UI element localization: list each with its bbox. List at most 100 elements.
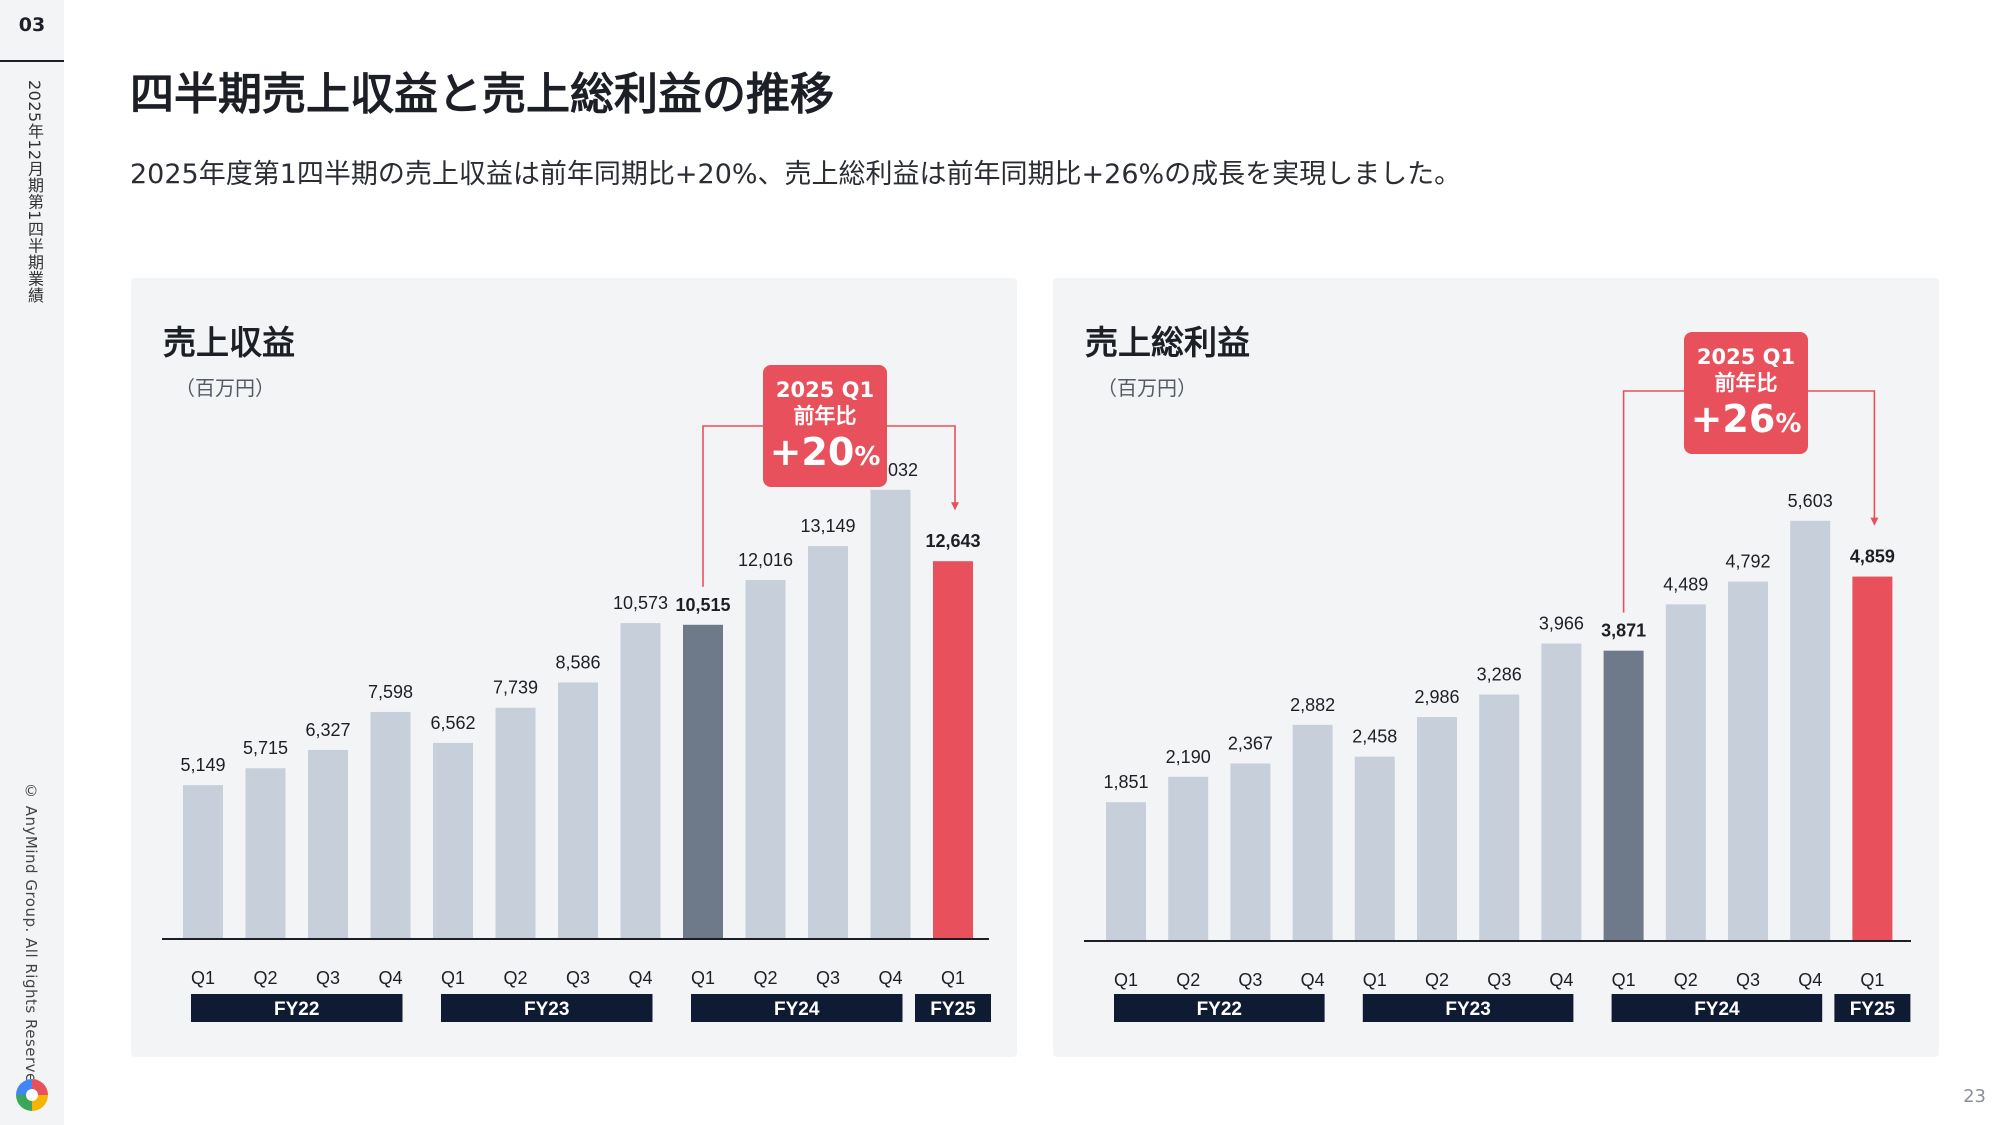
x-tick-label: Q2	[253, 968, 277, 988]
bar	[745, 579, 786, 939]
x-tick-label: Q1	[1363, 970, 1387, 990]
callout-period: 2025 Q1	[1696, 345, 1796, 369]
callout-growth-value: +26	[1690, 397, 1776, 441]
gross-profit-chart-panel: 売上総利益 （百万円） 1,851 Q1 2,190 Q2 2,367 Q3 2,882 Q4…	[1053, 278, 1939, 1057]
revenue-bar-chart: 5,149 Q1 5,715 Q2 6,327 Q3 7,598 Q4 6,562 Q1 7,739…	[162, 425, 991, 1022]
yoy-callout: 2025 Q1 前年比 +26%	[1684, 332, 1808, 454]
x-tick-label: Q4	[628, 968, 652, 988]
data-label: 4,792	[1725, 552, 1770, 572]
callout-connector	[1622, 390, 1876, 613]
bar	[808, 546, 848, 939]
callout-growth-unit: %	[1775, 409, 1802, 439]
x-tick-label: Q2	[503, 968, 527, 988]
bar	[1479, 694, 1520, 941]
fiscal-year-band	[915, 994, 991, 1022]
fiscal-year-label: FY24	[774, 999, 820, 1020]
page-title: 四半期売上収益と売上総利益の推移	[130, 69, 834, 120]
fiscal-year-label: FY22	[1197, 999, 1242, 1020]
callout-yoy-label: 前年比	[793, 404, 857, 428]
callout-growth: +20%	[763, 429, 887, 480]
bar	[1230, 763, 1271, 941]
data-label: 2,190	[1166, 747, 1211, 767]
fiscal-year-band	[191, 994, 403, 1022]
data-label: 4,859	[1850, 547, 1895, 567]
x-tick-label: Q3	[1487, 970, 1511, 990]
callout-growth-unit: %	[854, 442, 881, 472]
data-label: 13,149	[800, 516, 855, 536]
x-tick-label: Q1	[191, 968, 215, 988]
bar	[1292, 724, 1333, 941]
callout-yoy-label: 前年比	[1714, 371, 1778, 395]
fiscal-year-label: FY24	[1694, 999, 1740, 1020]
fiscal-year-band	[1611, 994, 1823, 1022]
bar	[1603, 650, 1644, 941]
page-number: 03	[18, 14, 46, 36]
x-tick-label: Q3	[816, 968, 840, 988]
data-label: 12,643	[925, 531, 980, 551]
data-label: 2,458	[1352, 727, 1397, 747]
revenue-chart-panel: 売上収益 （百万円） 5,149 Q1 5,715 Q2 6,327 Q3 7,598 Q4 6…	[131, 278, 1017, 1057]
bar	[1354, 756, 1395, 941]
data-label: 7,739	[493, 678, 538, 698]
data-label: 1,851	[1103, 772, 1148, 792]
bar	[683, 624, 723, 939]
x-tick-label: Q1	[1114, 970, 1138, 990]
callout-growth: +26%	[1684, 396, 1808, 447]
x-tick-label: Q4	[378, 968, 402, 988]
bar	[1541, 643, 1582, 941]
chart-unit: （百万円）	[175, 376, 275, 400]
callout-arrowhead	[951, 502, 959, 511]
fiscal-year-band	[1114, 994, 1325, 1022]
bar	[308, 749, 348, 939]
x-tick-label: Q1	[941, 968, 965, 988]
x-tick-label: Q1	[1860, 970, 1884, 990]
data-label: 5,149	[180, 755, 225, 775]
bar	[1417, 717, 1457, 941]
x-tick-label: Q4	[878, 968, 902, 988]
callout-period: 2025 Q1	[775, 378, 875, 402]
fiscal-year-label: FY22	[274, 999, 319, 1020]
x-tick-label: Q2	[1674, 970, 1698, 990]
x-tick-label: Q2	[1425, 970, 1449, 990]
callout-arrowhead	[1870, 517, 1879, 526]
gross-profit-bar-chart: 1,851 Q1 2,190 Q2 2,367 Q3 2,882 Q4 2,458 Q1 2,986…	[1084, 390, 1911, 1022]
bar	[620, 623, 661, 939]
data-label: 3,871	[1601, 621, 1646, 641]
fiscal-year-label: FY25	[930, 999, 976, 1020]
fiscal-year-band	[441, 994, 653, 1022]
data-label: 10,573	[613, 593, 668, 613]
callout-connector	[702, 425, 956, 587]
data-label: 12,016	[738, 550, 793, 570]
x-tick-label: Q3	[316, 968, 340, 988]
fiscal-year-label: FY25	[1850, 999, 1896, 1020]
bar	[183, 785, 223, 939]
bar	[370, 711, 411, 939]
x-tick-label: Q1	[1612, 970, 1636, 990]
bar	[1168, 776, 1209, 941]
bar	[558, 682, 598, 939]
anymind-logo-icon	[16, 1079, 48, 1111]
yoy-callout: 2025 Q1 前年比 +20%	[763, 365, 887, 487]
bar	[433, 742, 473, 939]
fiscal-year-band	[1362, 994, 1574, 1022]
page-subtitle: 2025年度第1四半期の売上収益は前年同期比+20%、売上総利益は前年同期比+2…	[130, 159, 1462, 190]
data-label: 2,986	[1414, 687, 1459, 707]
chart-unit: （百万円）	[1097, 376, 1197, 400]
x-tick-label: Q4	[1798, 970, 1822, 990]
data-label: 2,367	[1228, 733, 1273, 753]
bar	[1852, 576, 1893, 941]
page-index: 23	[1963, 1086, 1986, 1107]
data-label: 7,598	[368, 682, 413, 702]
x-tick-label: Q3	[1736, 970, 1760, 990]
fiscal-year-band	[1834, 994, 1911, 1022]
data-label: 4,489	[1663, 574, 1708, 594]
data-label: 5,715	[243, 738, 288, 758]
sidebar: 03 2025年12月期第1四半期業績 © AnyMind Group. All…	[0, 0, 64, 1125]
data-label: 5,603	[1788, 491, 1833, 511]
data-label: 6,327	[305, 720, 350, 740]
fiscal-year-label: FY23	[524, 999, 569, 1020]
data-label: 8,586	[555, 652, 600, 672]
callout-growth-value: +20	[769, 430, 855, 474]
bar	[495, 707, 536, 939]
x-tick-label: Q4	[1301, 970, 1325, 990]
